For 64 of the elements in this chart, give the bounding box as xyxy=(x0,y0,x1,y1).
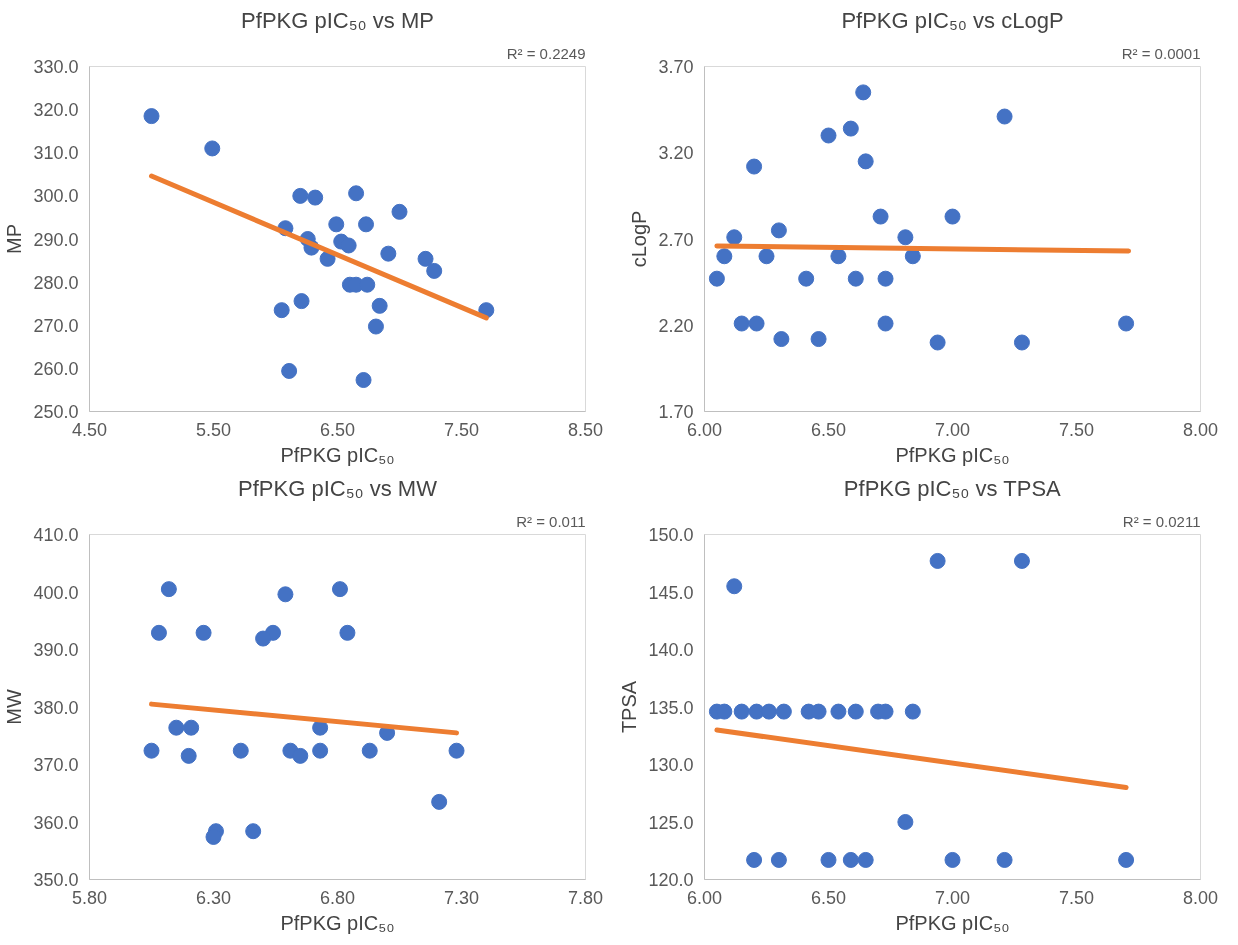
y-tick-label: 290.0 xyxy=(33,229,79,250)
y-tick-label: 280.0 xyxy=(33,272,79,293)
x-tick-label: 6.30 xyxy=(195,887,232,908)
x-tick-label: 6.50 xyxy=(319,419,356,440)
y-tick-label: 125.0 xyxy=(648,812,694,833)
chart-title: PfPKG pIC₅₀ vs MP xyxy=(241,7,434,33)
x-tick-label: 7.30 xyxy=(443,887,480,908)
x-axis-title: PfPKG pIC₅₀ xyxy=(895,911,1010,934)
y-tick-label: 330.0 xyxy=(33,57,79,77)
x-tick-label: 6.50 xyxy=(810,419,847,440)
x-tick-label: 4.50 xyxy=(71,419,108,440)
y-tick-label: 2.70 xyxy=(658,229,694,250)
y-tick-label: 370.0 xyxy=(33,755,79,775)
y-axis-title: TPSA xyxy=(618,680,641,734)
y-tick-label: 3.70 xyxy=(658,57,694,77)
x-tick-label: 7.50 xyxy=(1058,419,1095,440)
y-tick-label: 350.0 xyxy=(33,870,79,890)
x-axis-title: PfPKG pIC₅₀ xyxy=(280,911,395,934)
y-axis-title: MW xyxy=(3,689,26,725)
chart-title: PfPKG pIC₅₀ vs TPSA xyxy=(843,475,1062,501)
y-tick-label: 270.0 xyxy=(33,315,79,336)
y-tick-label: 250.0 xyxy=(33,402,79,422)
x-tick-label: 5.80 xyxy=(71,887,108,908)
y-tick-label: 400.0 xyxy=(33,582,79,603)
x-tick-label: 6.00 xyxy=(686,419,723,440)
y-tick-label: 410.0 xyxy=(33,525,79,545)
chart-title: PfPKG pIC₅₀ vs cLogP xyxy=(841,7,1064,33)
y-tick-label: 145.0 xyxy=(648,582,694,603)
chart-title: PfPKG pIC₅₀ vs MW xyxy=(238,475,438,501)
y-tick-label: 320.0 xyxy=(33,100,79,121)
y-tick-label: 135.0 xyxy=(648,697,694,718)
y-tick-label: 3.20 xyxy=(658,143,694,164)
y-tick-label: 360.0 xyxy=(33,812,79,833)
y-tick-label: 130.0 xyxy=(648,755,694,775)
text: R² = 0.0211 xyxy=(1122,512,1201,530)
y-axis-title: cLogP xyxy=(628,210,651,268)
y-tick-label: 380.0 xyxy=(33,697,79,718)
x-tick-label: 8.50 xyxy=(567,419,604,440)
y-tick-label: 120.0 xyxy=(648,870,694,890)
x-tick-label: 7.00 xyxy=(934,887,971,908)
x-tick-label: 8.00 xyxy=(1182,887,1219,908)
y-tick-label: 150.0 xyxy=(648,525,694,545)
x-tick-label: 6.80 xyxy=(319,887,356,908)
x-tick-label: 7.50 xyxy=(1058,887,1095,908)
x-tick-label: 7.00 xyxy=(934,419,971,440)
x-axis-title: PfPKG pIC₅₀ xyxy=(280,443,395,466)
text: R² = 0.0001 xyxy=(1121,44,1201,62)
x-tick-label: 7.80 xyxy=(567,887,604,908)
x-axis-title: PfPKG pIC₅₀ xyxy=(895,443,1010,466)
y-tick-label: 2.20 xyxy=(658,315,694,336)
y-tick-label: 390.0 xyxy=(33,640,79,660)
x-tick-label: 6.50 xyxy=(810,887,847,908)
x-tick-label: 7.50 xyxy=(443,419,480,440)
y-tick-label: 1.70 xyxy=(658,402,694,422)
x-tick-label: 5.50 xyxy=(195,419,232,440)
y-tick-label: 140.0 xyxy=(648,640,694,660)
x-tick-label: 6.00 xyxy=(686,887,723,908)
y-tick-label: 310.0 xyxy=(33,143,79,164)
y-tick-label: 260.0 xyxy=(33,358,79,379)
y-tick-label: 300.0 xyxy=(33,186,79,207)
text: R² = 0.2249 xyxy=(506,44,586,62)
x-tick-label: 8.00 xyxy=(1182,419,1219,440)
text: R² = 0.011 xyxy=(516,512,586,530)
y-axis-title: MP xyxy=(3,224,26,254)
